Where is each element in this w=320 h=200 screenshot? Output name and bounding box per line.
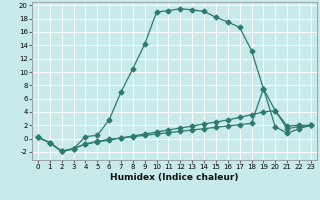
X-axis label: Humidex (Indice chaleur): Humidex (Indice chaleur) <box>110 173 239 182</box>
